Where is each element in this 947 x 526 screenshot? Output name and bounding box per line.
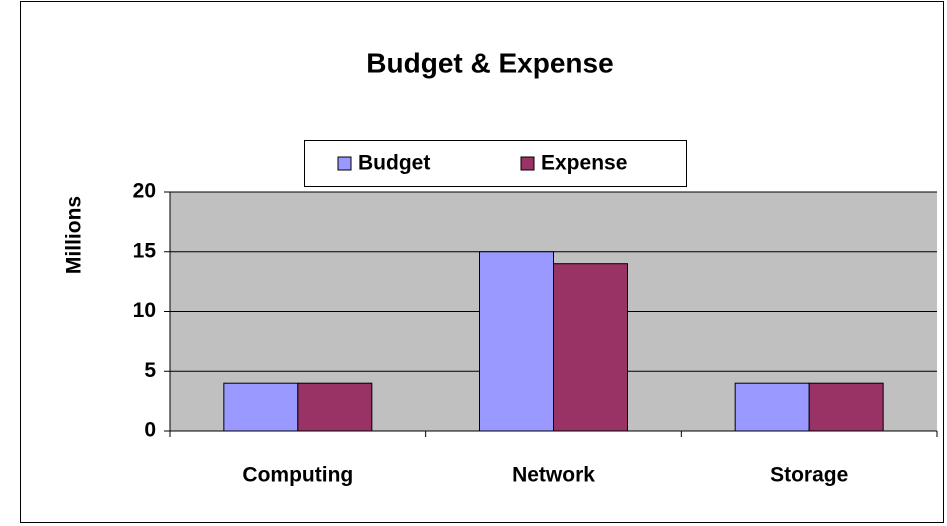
y-tick-label: 5	[144, 359, 156, 382]
y-tick-label: 20	[133, 180, 156, 203]
legend-box	[304, 140, 687, 187]
bar	[479, 251, 554, 432]
legend-label: Budget	[358, 152, 430, 175]
x-tick-label: Network	[512, 464, 595, 487]
chart-title: Budget & Expense	[366, 47, 613, 78]
bar	[734, 382, 810, 432]
y-tick-label: 10	[133, 299, 156, 322]
legend-swatch	[337, 156, 352, 171]
y-tick-label: 0	[144, 419, 156, 442]
y-tick-label: 15	[133, 239, 157, 262]
x-tick-label: Computing	[242, 464, 353, 487]
legend-label: Expense	[541, 152, 627, 175]
bar	[553, 263, 628, 432]
bar	[223, 382, 299, 432]
bar	[808, 382, 884, 432]
bar	[297, 382, 373, 432]
x-tick-label: Storage	[770, 464, 848, 487]
legend-swatch	[520, 156, 535, 171]
y-axis-label: Millions	[63, 196, 86, 274]
